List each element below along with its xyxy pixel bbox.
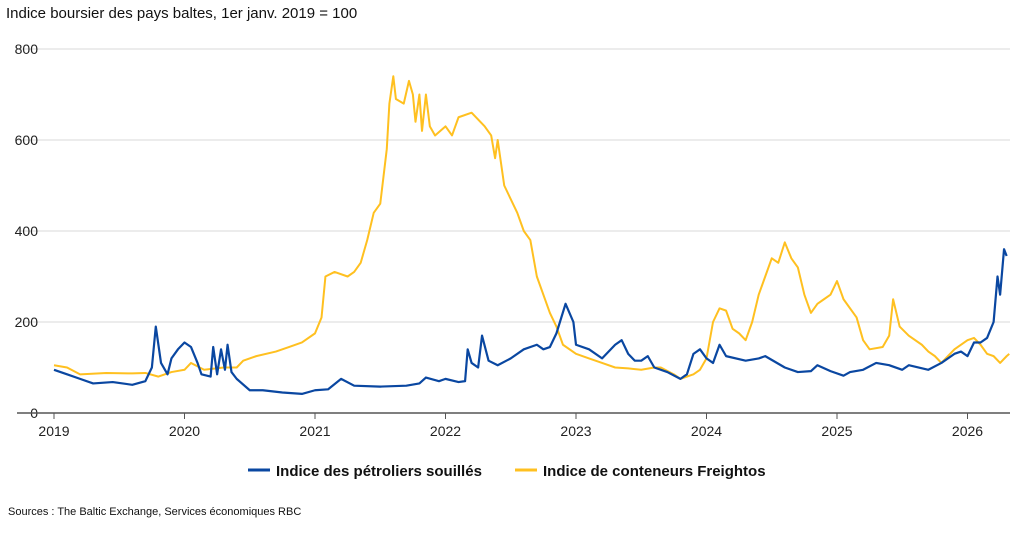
x-tick-label: 2025 [821, 423, 852, 439]
x-tick-label: 2021 [299, 423, 330, 439]
series-line-1 [53, 75, 1010, 380]
legend-label: Indice de conteneurs Freightos [543, 463, 766, 480]
y-tick-label: 200 [15, 314, 39, 330]
legend-label: Indice des pétroliers souillés [276, 463, 482, 480]
x-tick-label: 2023 [560, 423, 591, 439]
y-tick-label: 800 [15, 41, 39, 57]
x-tick-label: 2020 [169, 423, 200, 439]
series-line-0 [53, 248, 1008, 395]
y-tick-label: 600 [15, 132, 39, 148]
chart-title: Indice boursier des pays baltes, 1er jan… [6, 5, 358, 22]
x-tick-label: 2024 [691, 423, 722, 439]
x-tick-label: 2026 [952, 423, 983, 439]
x-tick-label: 2022 [430, 423, 461, 439]
y-tick-label: 400 [15, 223, 39, 239]
x-tick-label: 2019 [38, 423, 69, 439]
source-note: Sources : The Baltic Exchange, Services … [8, 506, 302, 518]
